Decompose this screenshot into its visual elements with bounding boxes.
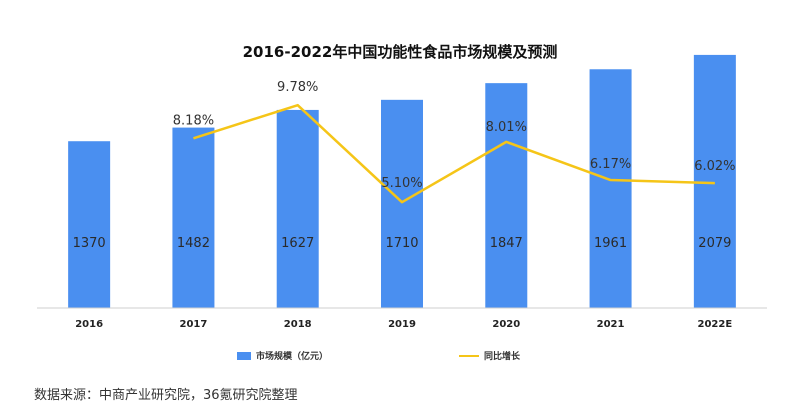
bar-value-label-2019: 1710 [385,236,418,251]
x-tick-2016: 2016 [75,319,103,330]
growth-label-2022E: 6.02% [694,159,735,174]
legend-label-growth: 同比增长 [484,350,521,362]
bar-value-label-2018: 1627 [281,236,314,251]
bar-2020 [485,83,528,308]
x-tick-2018: 2018 [284,319,312,330]
growth-label-2018: 9.78% [277,80,318,95]
bar-value-label-2017: 1482 [177,236,210,251]
x-tick-2022E: 2022E [698,319,733,330]
x-tick-2017: 2017 [180,319,208,330]
x-tick-2019: 2019 [388,319,416,330]
bar-2016 [68,141,111,308]
bar-value-label-2022E: 2079 [698,236,731,251]
source-note: 数据来源：中商产业研究院，36氪研究院整理 [34,388,298,403]
x-tick-2020: 2020 [492,319,520,330]
bar-value-label-2020: 1847 [490,236,523,251]
bar-value-labels: 1370 1482 1627 1710 1847 1961 2079 [73,236,732,251]
growth-label-2019: 5.10% [381,176,422,191]
x-tick-2021: 2021 [597,319,625,330]
growth-line-series: 8.18% 9.78% 5.10% 8.01% 6.17% 6.02% [173,80,736,204]
chart-title: 2016-2022年中国功能性食品市场规模及预测 [243,43,558,61]
bar-2022E [693,54,736,309]
x-axis-ticks: 2016 2017 2018 2019 2020 2021 2022E [75,319,732,330]
bar-2021 [589,69,632,308]
legend: 市场规模（亿元） 同比增长 [237,350,521,362]
bar-value-label-2016: 1370 [73,236,106,251]
legend-swatch-market-size [237,352,251,360]
bar-2018 [276,109,319,308]
bar-2019 [381,99,423,309]
bar-value-label-2021: 1961 [594,236,627,251]
growth-line [193,103,715,204]
growth-label-2017: 8.18% [173,113,214,128]
growth-label-2021: 6.17% [590,157,631,172]
legend-label-market-size: 市场规模（亿元） [256,350,328,362]
growth-label-2020: 8.01% [486,120,527,135]
bar-2017 [172,127,215,308]
combo-chart: 2016-2022年中国功能性食品市场规模及预测 1370 1482 1627 171… [37,43,767,362]
bar-series [68,54,736,309]
